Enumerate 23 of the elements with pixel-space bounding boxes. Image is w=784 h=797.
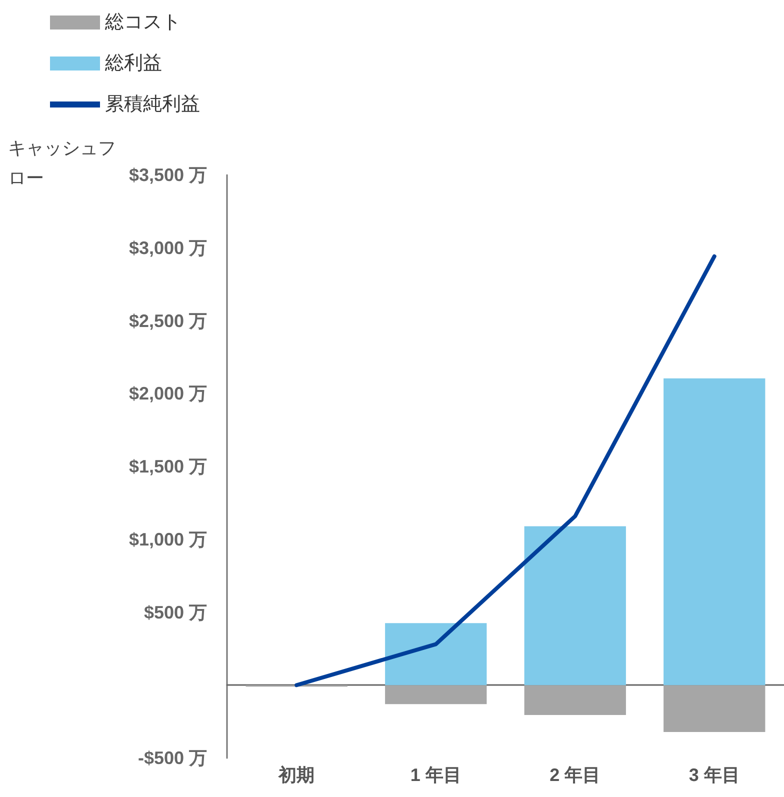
y-tick-label: -$500 万 bbox=[138, 748, 207, 768]
y-tick-label: $1,000 万 bbox=[128, 529, 207, 550]
line-series bbox=[294, 254, 716, 688]
y-tick-label: $2,500 万 bbox=[128, 310, 207, 331]
y-tick-label: $3,000 万 bbox=[128, 238, 207, 258]
legend-label: 総コスト bbox=[104, 12, 181, 33]
bar bbox=[664, 685, 766, 732]
x-tick-label: 初期 bbox=[278, 765, 315, 785]
bar bbox=[524, 526, 626, 686]
y-tick-label: $2,000 万 bbox=[128, 384, 207, 404]
bar bbox=[385, 623, 487, 686]
x-tick-label: 3 年目 bbox=[688, 765, 740, 785]
y-tick-label: $3,500 万 bbox=[128, 165, 207, 185]
bar bbox=[385, 685, 487, 704]
bar bbox=[664, 378, 766, 686]
y-tick-label: $500 万 bbox=[144, 602, 207, 622]
legend-label: 総利益 bbox=[104, 53, 162, 74]
y-axis-title: キャッシュフロー bbox=[8, 138, 116, 188]
legend-label: 累積純利益 bbox=[105, 94, 200, 115]
y-tick-label: $1,500 万 bbox=[128, 456, 207, 476]
x-tick-label: 2 年目 bbox=[550, 765, 601, 785]
bar bbox=[524, 685, 626, 716]
x-tick-label: 1 年目 bbox=[410, 765, 462, 785]
